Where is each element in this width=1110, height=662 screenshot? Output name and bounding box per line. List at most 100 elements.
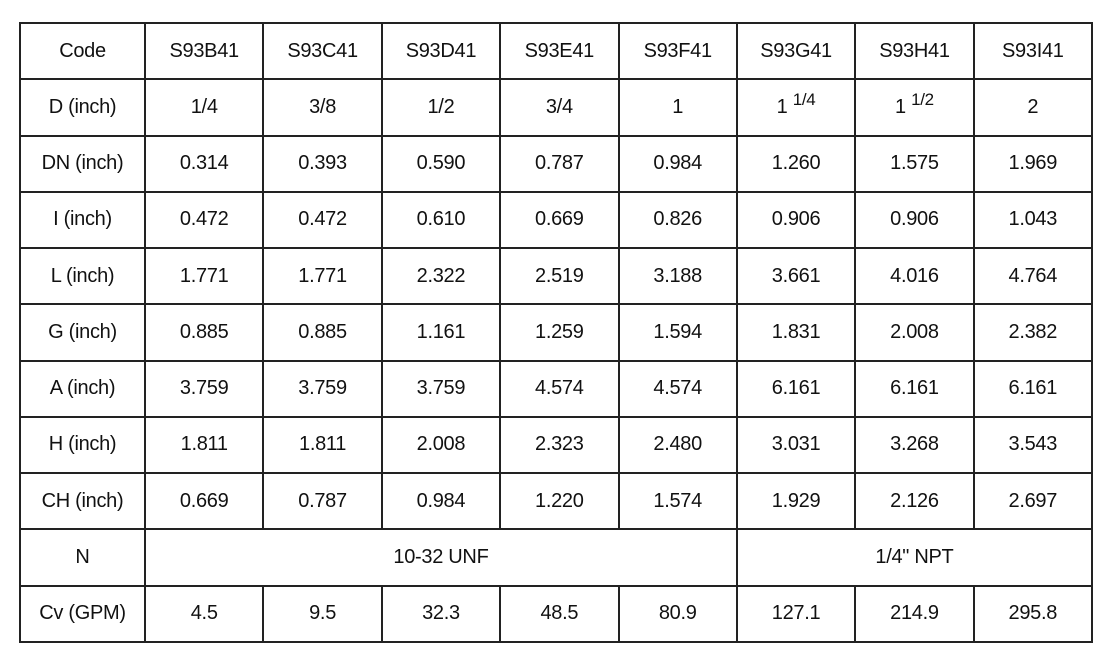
cv-cell: 48.5 [499, 584, 620, 644]
row-label: Code [19, 21, 146, 81]
data-row: G (inch) 0.885 0.885 1.161 1.259 1.594 1.831 2.… [19, 303, 1094, 362]
row-label: G (inch) [19, 303, 146, 362]
fraction-superscript: 1/4 [792, 89, 816, 109]
fraction-superscript: 1/2 [911, 89, 934, 109]
fraction-part: 3/4 [545, 95, 573, 118]
value-cell: 6.161 [854, 359, 975, 418]
row-label: CH (inch) [19, 472, 146, 531]
value-cell: 1.771 [143, 247, 265, 306]
diameter-cell: 2 [972, 78, 1094, 137]
cv-cell: 4.5 [143, 584, 265, 644]
value-cell: 1.594 [617, 303, 738, 362]
value-cell: 2.008 [854, 303, 975, 362]
value-cell: 3.661 [735, 247, 857, 306]
cv-cell: 295.8 [972, 584, 1094, 644]
diameter-cell: 1 1/2 [854, 78, 975, 137]
data-row: H (inch) 1.811 1.811 2.008 2.323 2.480 3.031 3.… [19, 415, 1094, 475]
n-row: N 10-32 UNF 1/4" NPT [19, 528, 1094, 587]
value-cell: 0.984 [380, 472, 502, 531]
d-row: D (inch) 1/4 3/8 1/2 3/4 1 1 1/4 1 1/2 2 [19, 78, 1094, 137]
value-cell: 4.574 [499, 359, 620, 418]
value-cell: 2.382 [972, 303, 1094, 362]
value-cell: 6.161 [972, 359, 1094, 418]
code-cell: S93D41 [380, 21, 502, 81]
data-row: A (inch) 3.759 3.759 3.759 4.574 4.574 6.161 6.… [19, 359, 1094, 418]
row-label: D (inch) [19, 78, 146, 137]
whole-part: 1 [895, 95, 906, 118]
value-cell: 4.764 [972, 247, 1094, 306]
value-cell: 1.929 [735, 472, 857, 531]
valve-dimensions-table: Code S93B41 S93C41 S93D41 S93E41 S93F41 S93G41… [19, 21, 1094, 644]
value-cell: 3.543 [972, 415, 1094, 475]
diameter-cell: 1 [617, 78, 738, 137]
value-cell: 3.268 [854, 415, 975, 475]
value-cell: 0.885 [143, 303, 265, 362]
value-cell: 2.519 [499, 247, 620, 306]
row-label: DN (inch) [19, 134, 146, 193]
whole-part: 1 [672, 95, 684, 118]
value-cell: 0.787 [499, 134, 620, 193]
diameter-cell: 1/2 [380, 78, 502, 137]
value-cell: 3.759 [143, 359, 265, 418]
value-cell: 6.161 [735, 359, 857, 418]
whole-part: 1 [776, 95, 788, 118]
fraction-part: 1/2 [427, 95, 455, 118]
value-cell: 0.590 [380, 134, 502, 193]
fraction-part: 3/8 [309, 95, 337, 118]
cv-cell: 32.3 [380, 584, 502, 644]
value-cell: 2.322 [380, 247, 502, 306]
value-cell: 3.031 [735, 415, 857, 475]
value-cell: 1.259 [499, 303, 620, 362]
value-cell: 0.906 [854, 190, 975, 250]
value-cell: 1.771 [262, 247, 383, 306]
row-label: L (inch) [19, 247, 146, 306]
diameter-cell: 3/8 [262, 78, 383, 137]
row-label: Cv (GPM) [19, 584, 146, 644]
value-cell: 0.472 [143, 190, 265, 250]
value-cell: 0.314 [143, 134, 265, 193]
value-cell: 3.759 [262, 359, 383, 418]
thread-npt-cell: 1/4" NPT [735, 528, 1094, 587]
value-cell: 0.885 [262, 303, 383, 362]
value-cell: 1.575 [854, 134, 975, 193]
value-cell: 2.480 [617, 415, 738, 475]
code-cell: S93B41 [143, 21, 265, 81]
cv-cell: 9.5 [262, 584, 383, 644]
cv-cell: 80.9 [617, 584, 738, 644]
value-cell: 1.220 [499, 472, 620, 531]
value-cell: 1.043 [972, 190, 1094, 250]
fraction-part: 1/4 [190, 95, 218, 118]
value-cell: 1.831 [735, 303, 857, 362]
value-cell: 1.969 [972, 134, 1094, 193]
header-row: Code S93B41 S93C41 S93D41 S93E41 S93F41 S93G41… [19, 21, 1094, 81]
code-cell: S93E41 [499, 21, 620, 81]
code-cell: S93C41 [262, 21, 383, 81]
cv-row: Cv (GPM) 4.5 9.5 32.3 48.5 80.9 127.1 214.9 295.… [19, 584, 1094, 644]
value-cell: 4.574 [617, 359, 738, 418]
code-cell: S93H41 [854, 21, 975, 81]
data-row: DN (inch) 0.314 0.393 0.590 0.787 0.984 1.260 1… [19, 134, 1094, 193]
value-cell: 0.610 [380, 190, 502, 250]
value-cell: 0.393 [262, 134, 383, 193]
value-cell: 3.759 [380, 359, 502, 418]
diameter-cell: 1/4 [143, 78, 265, 137]
value-cell: 0.984 [617, 134, 738, 193]
value-cell: 0.906 [735, 190, 857, 250]
row-label: N [19, 528, 146, 587]
value-cell: 1.574 [617, 472, 738, 531]
row-label: A (inch) [19, 359, 146, 418]
value-cell: 0.669 [499, 190, 620, 250]
diameter-cell: 1 1/4 [735, 78, 857, 137]
thread-unf-cell: 10-32 UNF [144, 528, 738, 587]
value-cell: 2.126 [854, 472, 975, 531]
value-cell: 1.811 [143, 415, 265, 475]
value-cell: 1.161 [380, 303, 502, 362]
code-cell: S93I41 [972, 21, 1094, 81]
value-cell: 2.697 [972, 472, 1094, 531]
cv-cell: 214.9 [854, 584, 975, 644]
value-cell: 1.260 [735, 134, 857, 193]
value-cell: 4.016 [854, 247, 975, 306]
value-cell: 0.669 [143, 472, 265, 531]
diameter-cell: 3/4 [499, 78, 620, 137]
value-cell: 0.826 [617, 190, 738, 250]
